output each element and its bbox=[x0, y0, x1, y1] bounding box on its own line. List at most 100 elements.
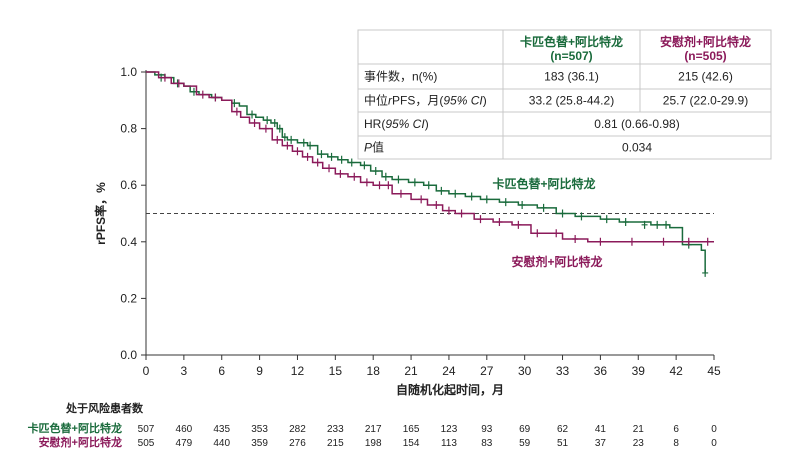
y-tick-label: 0.8 bbox=[120, 122, 137, 136]
risk-count: 282 bbox=[289, 424, 306, 435]
risk-count: 460 bbox=[176, 424, 193, 435]
table-header-line2: (n=505) bbox=[684, 49, 726, 63]
censor-mark bbox=[175, 79, 182, 88]
table-header-line2: (n=507) bbox=[550, 49, 592, 63]
table-cell: 33.2 (25.8-44.2) bbox=[529, 94, 614, 108]
censor-mark bbox=[628, 237, 635, 246]
censor-mark bbox=[284, 141, 291, 150]
x-tick-label: 6 bbox=[218, 364, 225, 378]
censor-mark bbox=[445, 206, 452, 215]
x-tick-label: 27 bbox=[480, 364, 494, 378]
censor-mark bbox=[704, 237, 711, 246]
risk-count: 0 bbox=[711, 424, 717, 435]
series-label-capivasertib: 卡匹色替+阿比特龙 bbox=[492, 176, 595, 191]
censor-mark bbox=[376, 181, 383, 190]
summary-table-frame bbox=[357, 29, 772, 160]
censor-mark bbox=[262, 124, 269, 133]
risk-count: 507 bbox=[138, 424, 155, 435]
x-tick-label: 36 bbox=[594, 364, 608, 378]
censor-mark bbox=[654, 220, 661, 229]
risk-count: 21 bbox=[633, 424, 645, 435]
x-tick-label: 39 bbox=[632, 364, 646, 378]
series-label-placebo: 安慰剂+阿比特龙 bbox=[511, 254, 602, 269]
table-cell: 0.034 bbox=[622, 141, 652, 155]
table-cell: 215 (42.6) bbox=[678, 70, 733, 84]
censor-mark bbox=[468, 192, 475, 201]
censor-mark bbox=[276, 124, 283, 133]
censor-mark bbox=[578, 212, 585, 221]
table-row-label-part: ) bbox=[425, 117, 429, 131]
risk-count: 0 bbox=[711, 438, 717, 449]
table-row-label: 事件数，n(%) bbox=[364, 69, 437, 84]
summary-table: 卡匹色替+阿比特龙(n=507) 安慰剂+阿比特龙(n=505) 事件数，n(%) 1… bbox=[357, 29, 772, 160]
x-tick-label: 24 bbox=[442, 364, 456, 378]
table-row-label-part: HR( bbox=[364, 117, 385, 131]
censor-mark bbox=[304, 152, 311, 161]
censor-mark bbox=[281, 133, 288, 142]
censor-mark bbox=[515, 220, 522, 229]
risk-count: 154 bbox=[403, 438, 420, 449]
table-row-label-part: PFS，月( bbox=[392, 94, 443, 108]
censor-mark bbox=[382, 172, 389, 181]
risk-count: 8 bbox=[673, 438, 679, 449]
censor-mark bbox=[385, 181, 392, 190]
censor-mark bbox=[477, 215, 484, 224]
censor-mark bbox=[622, 217, 629, 226]
x-tick-label: 15 bbox=[329, 364, 343, 378]
table-row-label-part: r bbox=[388, 94, 393, 108]
censor-mark bbox=[433, 201, 440, 210]
risk-row-label: 安慰剂+阿比特龙 bbox=[39, 435, 122, 449]
x-tick-label: 12 bbox=[291, 364, 305, 378]
x-tick-label: 3 bbox=[181, 364, 188, 378]
table-row-label-part: 中位 bbox=[364, 93, 388, 108]
censor-mark bbox=[328, 152, 335, 161]
table-row-label: 中位rPFS，月(95% CI) bbox=[364, 93, 487, 108]
censor-mark bbox=[519, 201, 526, 210]
risk-count: 353 bbox=[251, 424, 268, 435]
censor-mark bbox=[559, 209, 566, 218]
censor-mark bbox=[458, 209, 465, 218]
risk-count: 6 bbox=[673, 424, 679, 435]
censor-mark bbox=[264, 116, 271, 125]
risk-count: 198 bbox=[365, 438, 382, 449]
risk-count: 359 bbox=[251, 438, 268, 449]
table-header-line1: 安慰剂+阿比特龙 bbox=[660, 34, 751, 49]
censor-mark bbox=[307, 141, 314, 150]
table-row-label: HR(95% CI) bbox=[364, 117, 429, 131]
risk-count: 69 bbox=[519, 424, 531, 435]
y-tick-label: 0.4 bbox=[120, 235, 137, 249]
censor-mark bbox=[337, 169, 344, 178]
risk-count: 41 bbox=[595, 424, 607, 435]
censor-mark bbox=[161, 73, 168, 82]
censor-mark bbox=[233, 107, 240, 116]
x-tick-label: 33 bbox=[556, 364, 570, 378]
risk-count: 215 bbox=[327, 438, 344, 449]
risk-count: 51 bbox=[557, 438, 569, 449]
risk-count: 37 bbox=[595, 438, 607, 449]
censor-mark bbox=[397, 189, 404, 198]
risk-count: 435 bbox=[213, 424, 230, 435]
censor-mark bbox=[363, 178, 370, 187]
censor-mark bbox=[318, 150, 325, 159]
censor-mark bbox=[326, 164, 333, 173]
censor-mark bbox=[702, 268, 709, 277]
x-tick-label: 0 bbox=[143, 364, 150, 378]
table-row-label-part: 事件数，n(%) bbox=[364, 69, 437, 84]
table-cell: 183 (36.1) bbox=[544, 70, 599, 84]
y-tick-label: 1.0 bbox=[120, 65, 137, 79]
censor-mark bbox=[660, 237, 667, 246]
risk-count: 165 bbox=[403, 424, 420, 435]
censor-mark bbox=[502, 198, 509, 207]
table-row-label-part: 95% CI bbox=[385, 117, 425, 131]
table-row-label-part: 95% CI bbox=[443, 94, 483, 108]
risk-count: 123 bbox=[441, 424, 458, 435]
y-tick-label: 0.6 bbox=[120, 178, 137, 192]
censor-mark bbox=[314, 158, 321, 167]
censor-mark bbox=[438, 186, 445, 195]
censor-mark bbox=[496, 217, 503, 226]
x-tick-label: 9 bbox=[256, 364, 263, 378]
censor-mark bbox=[425, 181, 432, 190]
risk-count: 479 bbox=[176, 438, 193, 449]
censor-mark bbox=[411, 178, 418, 187]
